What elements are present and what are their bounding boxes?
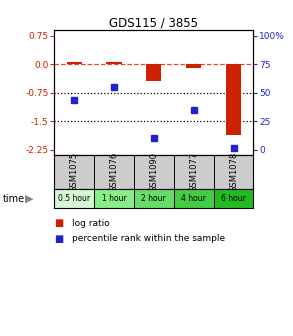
Text: ▶: ▶ xyxy=(25,194,34,204)
Bar xyxy=(214,189,253,208)
Bar xyxy=(174,189,214,208)
Text: log ratio: log ratio xyxy=(72,219,110,228)
Text: GSM1078: GSM1078 xyxy=(229,152,238,192)
Bar xyxy=(146,65,161,81)
Bar xyxy=(186,65,201,68)
Text: 6 hour: 6 hour xyxy=(221,194,246,203)
Bar xyxy=(67,62,82,65)
Text: GSM1075: GSM1075 xyxy=(70,152,79,192)
Bar xyxy=(226,65,241,135)
Text: 2 hour: 2 hour xyxy=(142,194,166,203)
Bar xyxy=(134,189,174,208)
Bar xyxy=(54,189,94,208)
Text: GSM1076: GSM1076 xyxy=(110,152,118,192)
Title: GDS115 / 3855: GDS115 / 3855 xyxy=(109,16,198,29)
Text: 4 hour: 4 hour xyxy=(181,194,206,203)
Text: 1 hour: 1 hour xyxy=(102,194,126,203)
Text: 0.5 hour: 0.5 hour xyxy=(58,194,90,203)
Text: GSM1090: GSM1090 xyxy=(149,152,158,192)
Text: ■: ■ xyxy=(54,234,64,244)
Bar xyxy=(94,189,134,208)
Text: ■: ■ xyxy=(54,218,64,228)
Text: percentile rank within the sample: percentile rank within the sample xyxy=(72,234,225,243)
Text: GSM1077: GSM1077 xyxy=(189,152,198,192)
Bar xyxy=(106,62,122,65)
Text: time: time xyxy=(3,194,25,204)
